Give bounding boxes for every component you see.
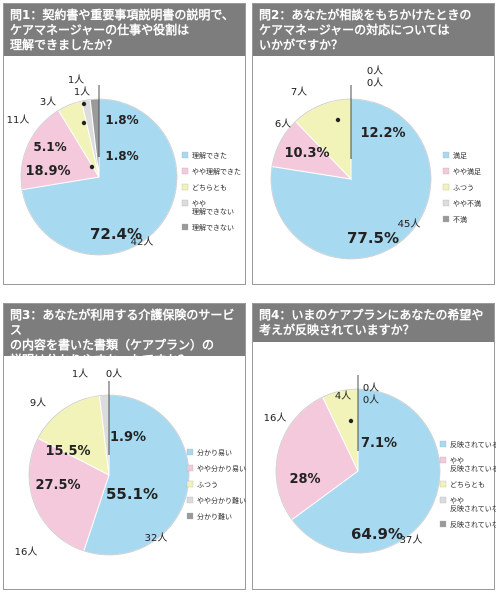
legend-swatch <box>186 512 194 520</box>
legend-label: やや満足 <box>453 168 481 176</box>
pie-chart-q2: 77.5% 10.3% 12.2% 45人 6人 7人 0人0人満足やや満足ふつうやや不満不… <box>270 65 481 260</box>
legend-label: やや <box>450 457 464 465</box>
percent-label: 27.5% <box>35 478 80 493</box>
chart-title: 問1：契約書や重要事項説明書の説明で、 ケアマネージャーの仕事や役割は 理解でき… <box>4 4 245 56</box>
leader-dot <box>81 101 87 107</box>
percent-label: 1.8% <box>105 113 138 127</box>
legend-label: やや理解できた <box>192 167 241 176</box>
percent-label: 55.1% <box>106 485 158 503</box>
legend-swatch <box>186 480 194 488</box>
count-label: 7人 <box>291 86 307 98</box>
count-label: 0人 <box>106 368 122 380</box>
legend-swatch <box>181 151 189 159</box>
chart-title: 問2：あなたが相談をもちかけたときの ケアマネージャーの対応については いかがで… <box>253 4 494 56</box>
pie-chart-q3: 55.1% 27.5% 15.5% 1.9% 32人 16人 9人 1人 0人分かり易いやや分か… <box>15 368 246 558</box>
count-label: 1人 <box>74 86 90 98</box>
legend-swatch <box>181 167 189 175</box>
panel-q4: 問4：いまのケアプランにあなたの希望や 考えが反映されていますか？ 64.9% 2… <box>252 303 496 590</box>
legend-swatch <box>442 199 450 207</box>
legend-swatch <box>181 183 189 191</box>
chart-title: 問3：あなたが利用する介護保険のサービス の内容を書いた書類（ケアプラン）の 説… <box>4 304 245 367</box>
percent-label: 10.3% <box>284 146 329 161</box>
chart-title-text: 問2：あなたが相談をもちかけたときの ケアマネージャーの対応については いかがで… <box>259 8 472 52</box>
legend-label: 理解できた <box>192 151 227 160</box>
count-label: 3人 <box>40 96 56 108</box>
legend-label: 分かり易い <box>197 448 232 457</box>
percent-label: 1.8% <box>105 149 138 163</box>
legend-swatch <box>439 496 447 504</box>
legend-swatch <box>439 456 447 464</box>
legend-label: 反映されている <box>450 464 496 473</box>
legend-label: ふつう <box>197 481 218 489</box>
legend-swatch <box>442 167 450 175</box>
legend-label: やや <box>450 497 464 505</box>
chart-title-text: 問1：契約書や重要事項説明書の説明で、 ケアマネージャーの仕事や役割は 理解でき… <box>10 8 234 52</box>
count-label: 9人 <box>30 397 46 409</box>
count-label: 45人 <box>398 218 421 230</box>
legend-swatch <box>186 464 194 472</box>
legend-swatch <box>442 151 450 159</box>
legend-label: やや不満 <box>453 200 481 208</box>
percent-label: 15.5% <box>45 444 90 459</box>
count-label: 37人 <box>400 534 423 546</box>
legend-swatch <box>186 496 194 504</box>
count-label: 0人 <box>367 77 383 89</box>
pie-chart-q1: 72.4% 18.9% 5.1% 1.8% 1.8% 42人 11人 3人 1人1人理解できたや… <box>7 74 241 256</box>
legend-label: ふつう <box>453 184 474 192</box>
panel-q3: 問3：あなたが利用する介護保険のサービス の内容を書いた書類（ケアプラン）の 説… <box>3 303 246 590</box>
legend-label: どちらとも <box>192 184 227 192</box>
count-label: 32人 <box>145 532 168 544</box>
chart-title-text: 問4：いまのケアプランにあなたの希望や 考えが反映されていますか？ <box>259 308 484 337</box>
legend-swatch <box>186 448 194 456</box>
legend-label: 反映されている <box>450 440 496 449</box>
legend-swatch <box>439 440 447 448</box>
panel-q2: 問2：あなたが相談をもちかけたときの ケアマネージャーの対応については いかがで… <box>252 3 495 285</box>
count-label: 1人 <box>68 74 84 86</box>
legend-label: 理解できない <box>192 223 234 232</box>
legend-swatch <box>442 183 450 191</box>
legend-label: 分かり難い <box>197 512 232 521</box>
percent-label: 5.1% <box>33 140 66 154</box>
count-label: 0人 <box>363 394 379 406</box>
count-label: 0人 <box>363 382 379 394</box>
percent-label: 7.1% <box>361 436 397 451</box>
leader-dot <box>89 164 95 170</box>
legend-swatch <box>439 480 447 488</box>
percent-label: 64.9% <box>351 525 403 543</box>
percent-label: 77.5% <box>347 229 399 247</box>
percent-label: 12.2% <box>360 126 405 141</box>
leader-dot <box>81 120 87 126</box>
legend-label: 満足 <box>453 152 467 160</box>
legend-label: どちらとも <box>450 481 485 489</box>
legend-swatch <box>181 223 189 231</box>
leader-dot <box>348 418 354 424</box>
legend-label: やや分かり易い <box>197 464 246 473</box>
panel-q1: 問1：契約書や重要事項説明書の説明で、 ケアマネージャーの仕事や役割は 理解でき… <box>3 3 246 285</box>
legend-swatch <box>442 215 450 223</box>
legend-swatch <box>439 520 447 528</box>
legend-label: 反映されていない <box>450 520 496 529</box>
percent-label: 28% <box>289 472 320 487</box>
legend-label: 反映されていない <box>450 504 496 513</box>
legend-label: やや分かり難い <box>197 496 246 505</box>
count-label: 0人 <box>367 65 383 77</box>
count-label: 16人 <box>15 546 38 558</box>
legend-swatch <box>181 199 189 207</box>
legend-label: 理解できない <box>192 207 234 216</box>
percent-label: 1.9% <box>110 430 146 445</box>
legend-label: 不満 <box>453 216 467 224</box>
count-label: 42人 <box>131 236 154 248</box>
count-label: 16人 <box>264 412 287 424</box>
percent-label: 72.4% <box>90 225 142 243</box>
chart-title-text: 問3：あなたが利用する介護保険のサービス の内容を書いた書類（ケアプラン）の 説… <box>10 308 235 367</box>
count-label: 11人 <box>7 114 30 126</box>
percent-label: 18.9% <box>25 164 70 179</box>
count-label: 4人 <box>335 390 351 402</box>
leader-dot <box>335 117 341 123</box>
count-label: 6人 <box>275 118 291 130</box>
pie-chart-q4: 64.9%28%7.1%37人16人4人0人0人反映されているやや反映されている… <box>264 375 496 554</box>
count-label: 1人 <box>72 368 88 380</box>
chart-title: 問4：いまのケアプランにあなたの希望や 考えが反映されていますか？ <box>253 304 494 342</box>
legend-label: やや <box>192 200 206 208</box>
